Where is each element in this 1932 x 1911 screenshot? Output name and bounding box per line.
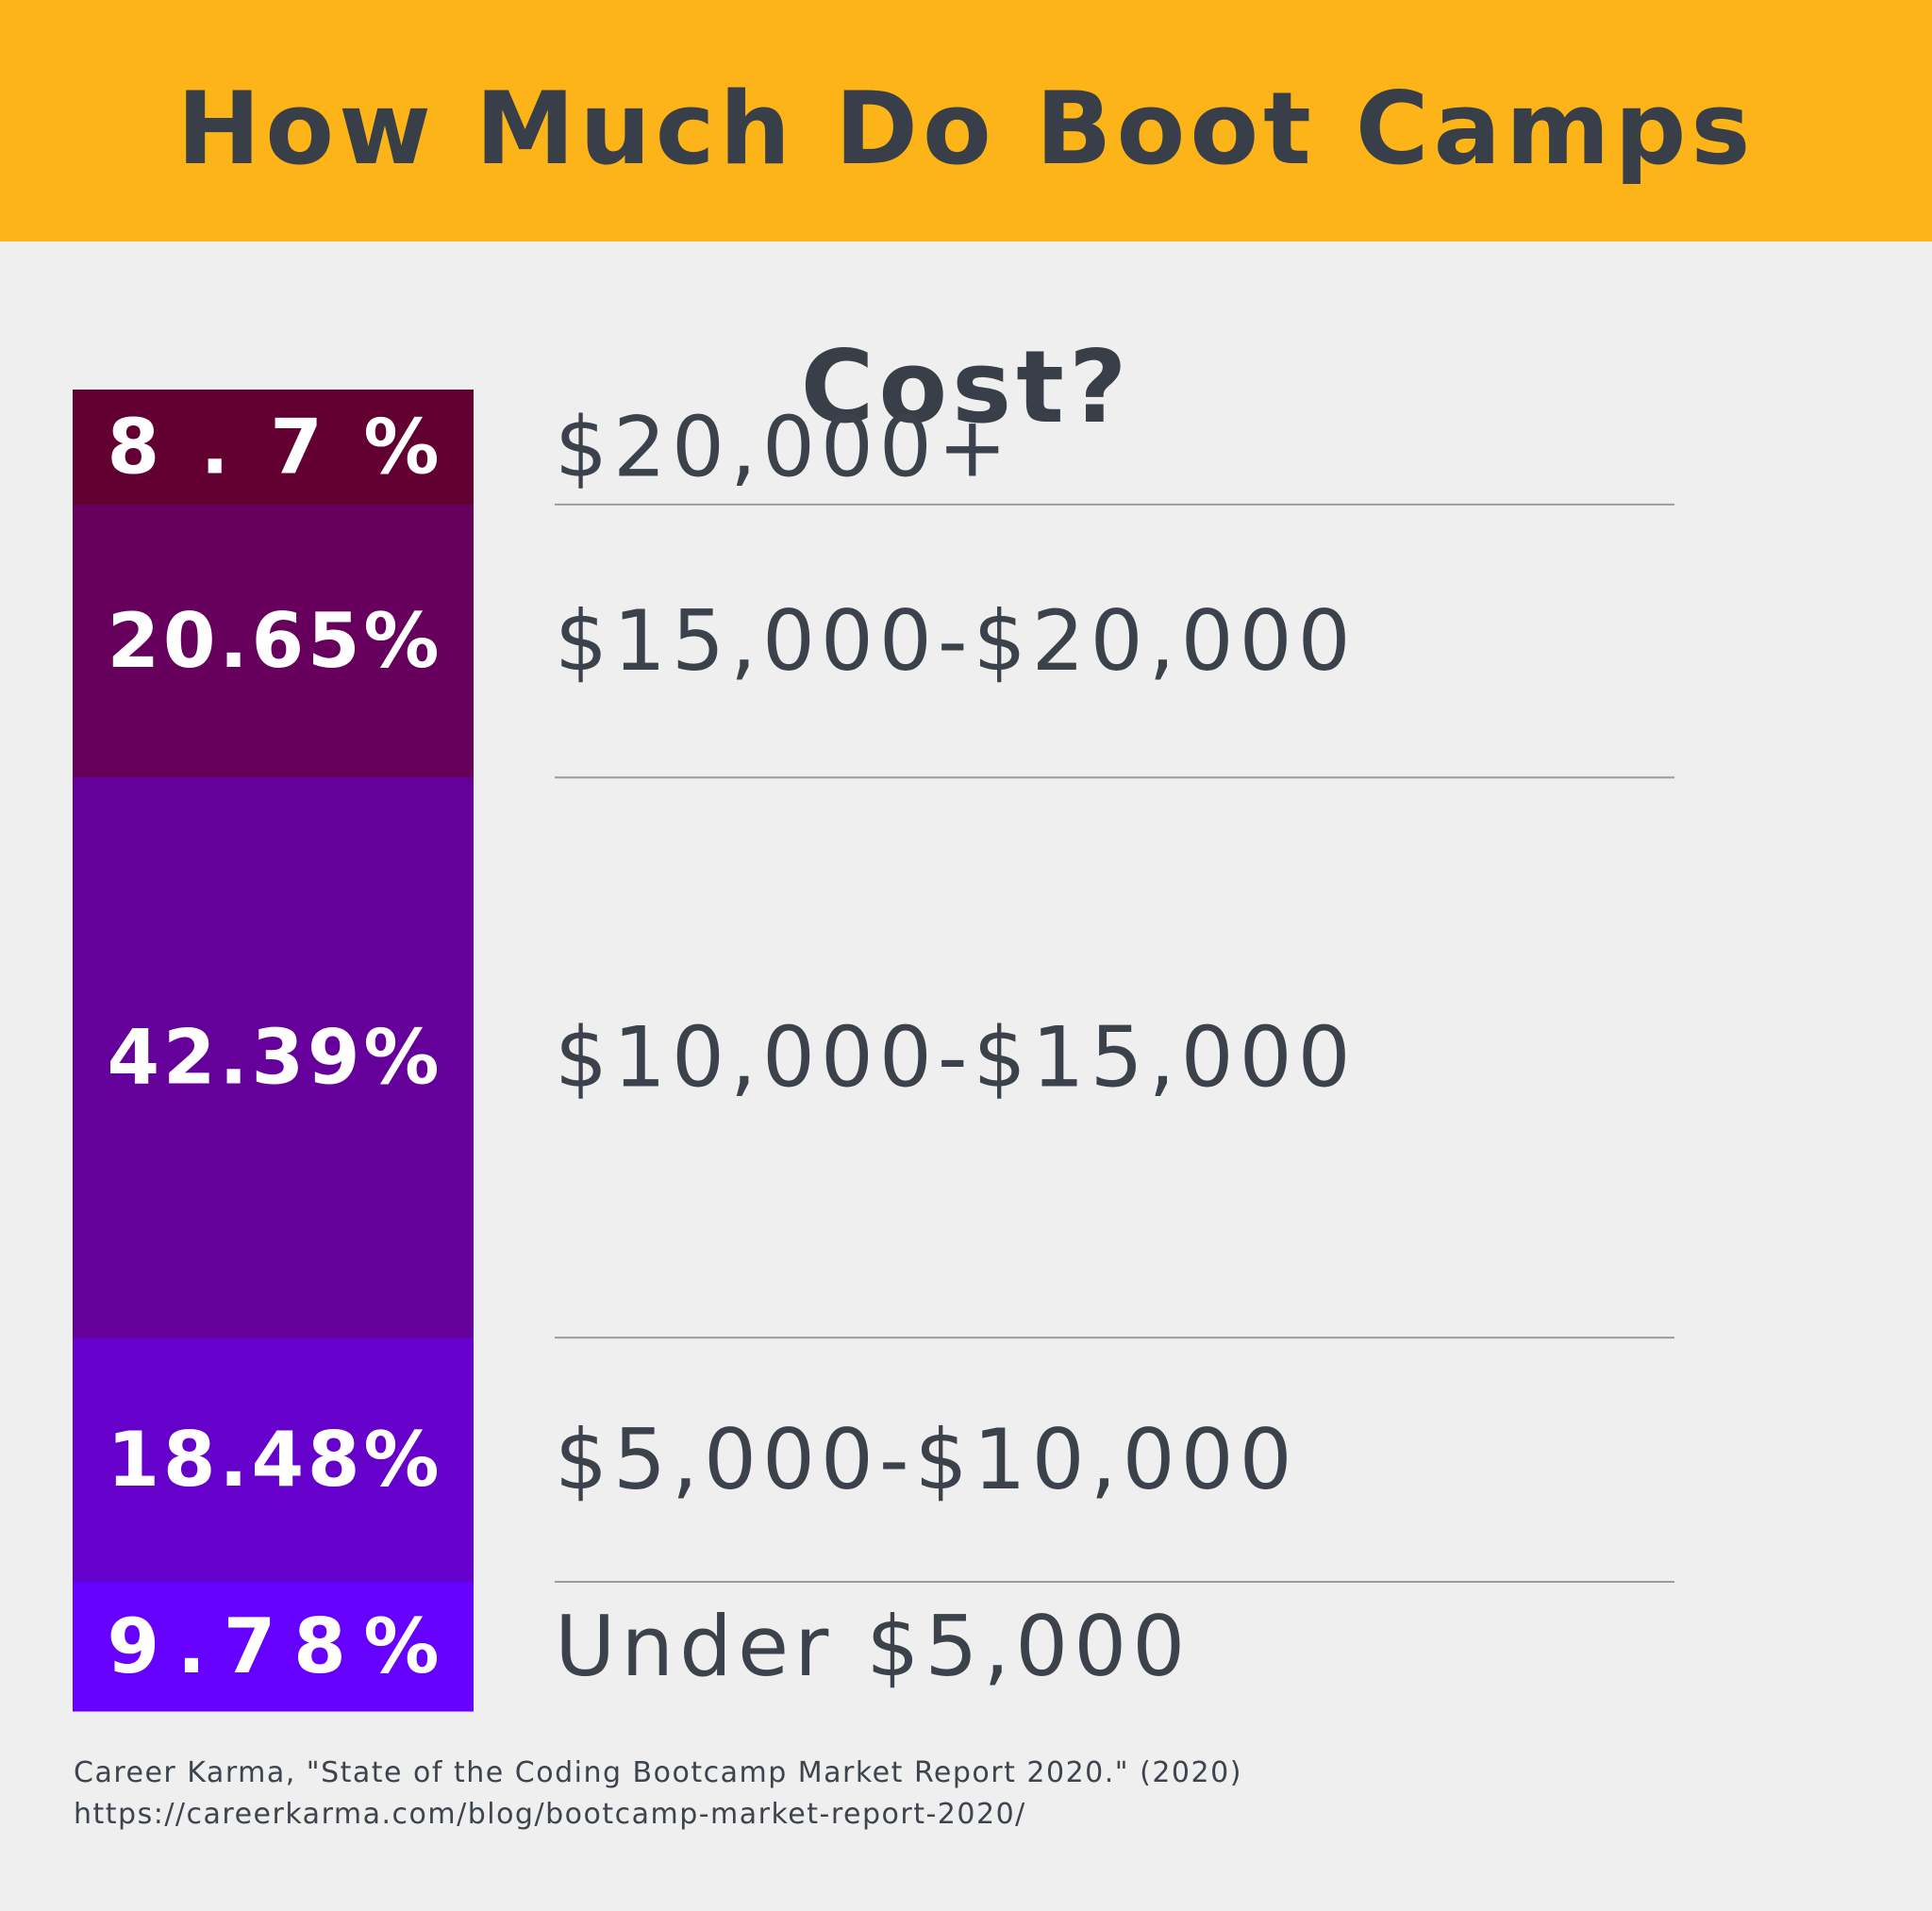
category-label: Under $5,000 <box>555 1598 1191 1695</box>
category-label: $20,000+ <box>555 398 1013 495</box>
bar-segment <box>73 390 474 506</box>
source-url: https://careerkarma.com/blog/bootcamp-ma… <box>74 1798 1026 1831</box>
category-label: $5,000-$10,000 <box>555 1411 1298 1508</box>
source-citation: Career Karma, "State of the Coding Bootc… <box>74 1756 1242 1789</box>
bar-segment <box>73 504 474 778</box>
category-label: $10,000-$15,000 <box>555 1009 1357 1106</box>
bar-segment <box>73 1581 474 1712</box>
bar-value-label: 20.65% <box>108 597 440 685</box>
bar-value-label: 18.48% <box>108 1416 440 1504</box>
category-label: $15,000-$20,000 <box>555 592 1357 690</box>
bar-segment <box>73 1338 474 1583</box>
bar-value-label: 8.7% <box>108 403 440 490</box>
bar-value-label: 42.39% <box>108 1014 440 1102</box>
source-note: Career Karma, "State of the Coding Bootc… <box>74 1753 1242 1836</box>
bar-value-label: 9.78% <box>108 1603 440 1690</box>
bar-segment <box>73 777 474 1338</box>
chart-title: How Much Do Boot Camps Cost? <box>176 71 1756 445</box>
title-banner <box>0 0 1932 241</box>
